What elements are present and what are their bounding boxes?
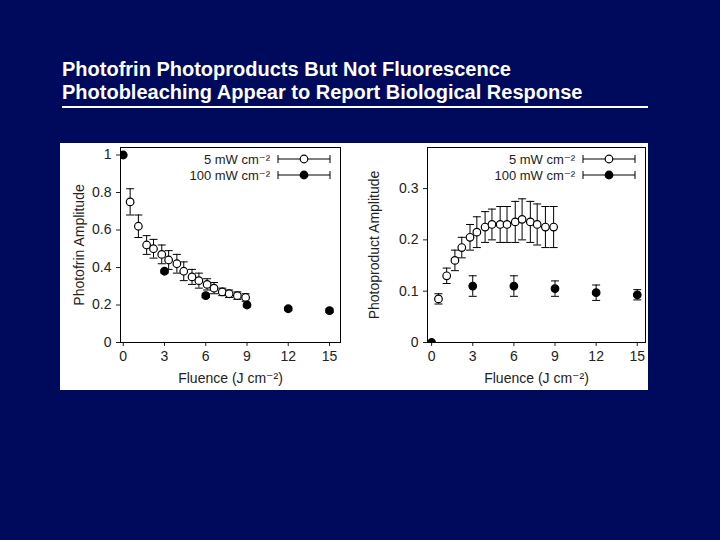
svg-text:0.3: 0.3 xyxy=(399,180,419,196)
svg-text:Photofrin Amplitude: Photofrin Amplitude xyxy=(71,184,87,306)
svg-text:0.8: 0.8 xyxy=(92,184,112,200)
html-text:5 mW cm⁻²: 5 mW cm⁻² xyxy=(508,151,575,167)
svg-text:Fluence (J cm⁻²): Fluence (J cm⁻²) xyxy=(484,370,589,386)
svg-text:Photoproduct Amplitude: Photoproduct Amplitude xyxy=(366,170,382,319)
svg-text:15: 15 xyxy=(629,348,645,364)
html-text:100 mW cm⁻²: 100 mW cm⁻² xyxy=(494,167,575,183)
svg-text:0: 0 xyxy=(119,348,127,364)
svg-text:0.6: 0.6 xyxy=(92,221,112,237)
html-text:5 mW cm⁻²: 5 mW cm⁻² xyxy=(203,151,270,167)
svg-text:0.1: 0.1 xyxy=(399,283,419,299)
svg-text:9: 9 xyxy=(551,348,559,364)
html-text:Photofrin Photoproducts But No: Photofrin Photoproducts But Not Fluoresc… xyxy=(62,58,511,80)
svg-text:1: 1 xyxy=(104,146,112,162)
html-text:100 mW cm⁻²: 100 mW cm⁻² xyxy=(189,167,270,183)
svg-text:3: 3 xyxy=(161,348,169,364)
svg-text:0: 0 xyxy=(428,348,436,364)
svg-text:0.2: 0.2 xyxy=(399,231,419,247)
svg-text:6: 6 xyxy=(510,348,518,364)
svg-text:0.4: 0.4 xyxy=(92,259,112,275)
svg-text:6: 6 xyxy=(202,348,210,364)
svg-text:3: 3 xyxy=(469,348,477,364)
svg-text:Fluence (J cm⁻²): Fluence (J cm⁻²) xyxy=(178,370,283,386)
svg-text:12: 12 xyxy=(280,348,296,364)
svg-text:15: 15 xyxy=(322,348,338,364)
svg-text:0: 0 xyxy=(104,334,112,350)
svg-text:0.2: 0.2 xyxy=(92,296,112,312)
html-text:Photobleaching Appear to Repor: Photobleaching Appear to Report Biologic… xyxy=(62,81,583,103)
svg-text:9: 9 xyxy=(243,348,251,364)
svg-text:12: 12 xyxy=(588,348,604,364)
svg-text:0: 0 xyxy=(411,334,419,350)
